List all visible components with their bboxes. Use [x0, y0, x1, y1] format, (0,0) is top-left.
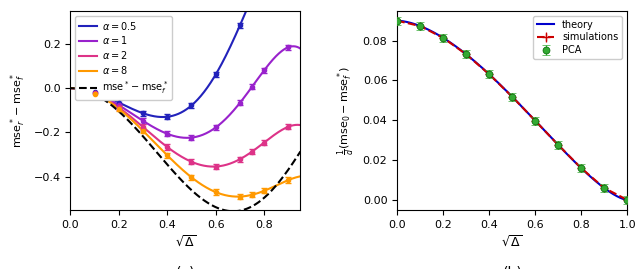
X-axis label: $\sqrt{\Delta}$: $\sqrt{\Delta}$ [175, 235, 196, 250]
theory [504, 91, 511, 94]
Legend: theory, simulations, PCA: theory, simulations, PCA [533, 16, 622, 59]
Text: (b): (b) [502, 266, 522, 269]
Legend: $\alpha = 0.5$, $\alpha = 1$, $\alpha = 2$, $\alpha = 8$, $\mathrm{mse}^* - \mat: $\alpha = 0.5$, $\alpha = 1$, $\alpha = … [76, 16, 172, 100]
theory [518, 105, 525, 108]
Text: (a): (a) [176, 266, 195, 269]
theory [618, 197, 625, 200]
theory [623, 198, 631, 201]
Y-axis label: $\mathrm{mse}_r^* - \mathrm{mse}_f^*$: $\mathrm{mse}_r^* - \mathrm{mse}_f^*$ [8, 73, 28, 148]
theory [393, 19, 401, 22]
theory [530, 118, 538, 121]
theory [582, 171, 589, 174]
theory [502, 89, 510, 93]
Line: theory: theory [397, 21, 627, 200]
X-axis label: $\sqrt{\Delta}$: $\sqrt{\Delta}$ [501, 235, 523, 250]
Y-axis label: $\frac{1}{d}(\mathrm{mse}_0 - \mathrm{mse}_f^*)$: $\frac{1}{d}(\mathrm{mse}_0 - \mathrm{ms… [335, 66, 357, 155]
